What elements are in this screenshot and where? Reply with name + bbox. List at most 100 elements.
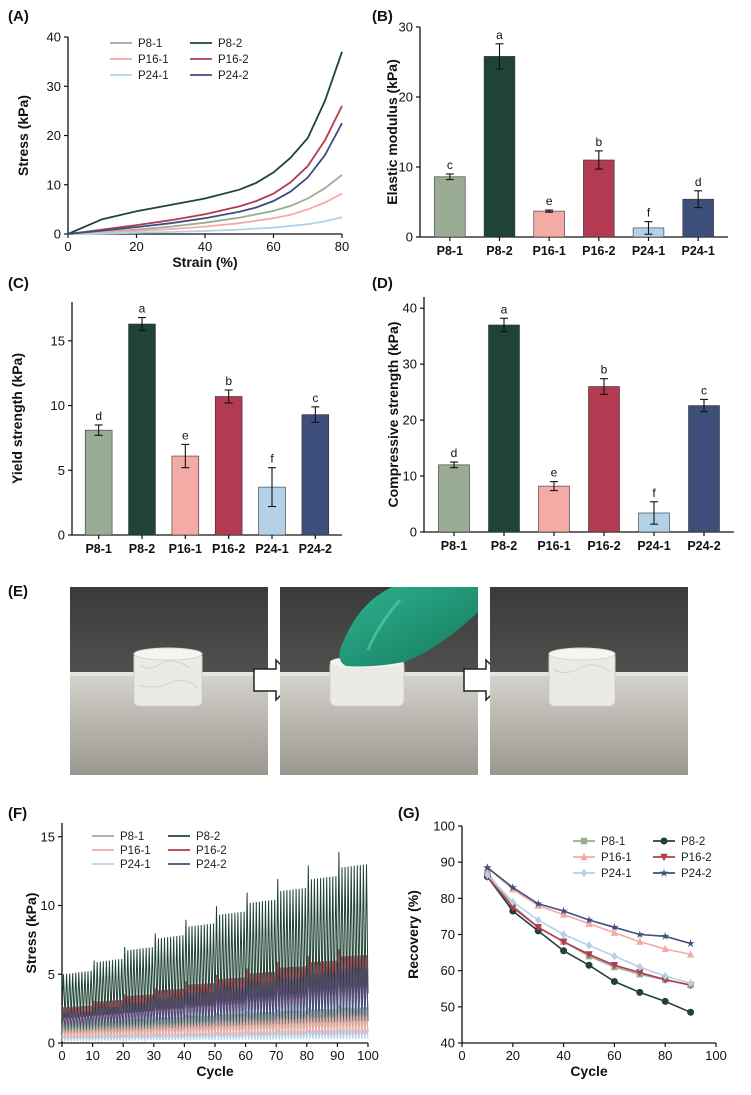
y-axis-label: Compressive strength (kPa) — [385, 322, 401, 508]
y-tick-label: 100 — [433, 819, 455, 834]
y-tick-label: 20 — [399, 90, 413, 105]
legend-label: P16-2 — [196, 845, 227, 857]
series-line-p16-1 — [67, 192, 343, 235]
significance-letter: e — [546, 194, 553, 208]
significance-letter: b — [601, 363, 608, 377]
bar-p8-1 — [438, 464, 470, 533]
category-label: P24-2 — [687, 539, 720, 553]
chart-f-cyclic-stress: 0 5 10 15 0 10 20 30 40 50 60 70 80 90 100 Cycle Stress … — [23, 823, 379, 1079]
chart-b-elastic-modulus: 0 10 20 30 Elastic modulus (kPa) c P8-1 a P8-2 e P… — [384, 20, 728, 258]
x-tick-label: 40 — [198, 239, 212, 254]
bar-p16-1 — [538, 485, 570, 533]
y-axis-label: Yield strength (kPa) — [9, 353, 25, 484]
y-tick-label: 20 — [403, 413, 417, 428]
category-label: P24-1 — [637, 539, 670, 553]
data-point-p16-2 — [636, 969, 644, 977]
data-point-p8-2 — [560, 947, 568, 955]
category-label: P8-1 — [441, 539, 467, 553]
x-tick-label: 100 — [705, 1048, 727, 1063]
y-tick-label: 40 — [47, 30, 61, 45]
y-tick-label: 10 — [399, 160, 413, 175]
data-point-p16-1 — [559, 910, 568, 918]
legend-label: P8-1 — [138, 38, 162, 50]
scaffold-cylinder — [133, 647, 203, 707]
y-tick-label: 10 — [51, 398, 65, 413]
data-point-p8-2 — [610, 978, 618, 986]
glove-finger — [339, 587, 478, 667]
y-tick-label: 0 — [54, 227, 61, 242]
x-tick-label: 0 — [458, 1048, 465, 1063]
x-tick-label: 70 — [269, 1048, 283, 1063]
photo-before — [70, 587, 268, 775]
bar-p24-2 — [688, 405, 720, 533]
bar-p16-1 — [533, 210, 565, 238]
legend-label: P8-2 — [196, 831, 220, 843]
category-label: P24-2 — [299, 542, 332, 556]
y-tick-label: 10 — [41, 898, 55, 913]
data-point-p16-2 — [534, 924, 542, 932]
y-tick-label: 50 — [441, 999, 455, 1014]
significance-letter: c — [701, 383, 707, 397]
legend-marker — [660, 837, 668, 845]
category-label: P8-2 — [486, 244, 512, 258]
axis-lines — [461, 826, 716, 1044]
y-tick-label: 15 — [51, 333, 65, 348]
chart-g-recovery: 40 50 60 70 80 90 100 0 20 40 60 80 100 Cycle Recovery… — [405, 819, 727, 1080]
series-line-p16-1 — [61, 1013, 369, 1039]
data-point-p24-1 — [535, 915, 542, 925]
legend-label: P8-1 — [120, 831, 144, 843]
photo-compressed — [280, 587, 478, 775]
data-point-p24-1 — [484, 870, 491, 880]
data-point-p24-2 — [559, 906, 568, 915]
data-point-p24-1 — [585, 941, 593, 950]
legend-label: P24-2 — [681, 868, 712, 880]
y-tick-label: 10 — [47, 177, 61, 192]
data-point-p24-2 — [661, 931, 670, 940]
y-tick-label: 5 — [48, 967, 55, 982]
panel-label-e: (E) — [8, 583, 28, 600]
data-point-p16-1 — [661, 944, 669, 953]
y-tick-label: 80 — [441, 891, 455, 906]
y-tick-label: 30 — [399, 20, 413, 35]
data-point-p16-2 — [585, 951, 593, 959]
x-tick-label: 30 — [147, 1048, 161, 1063]
data-point-p8-2 — [636, 988, 644, 996]
x-tick-label: 60 — [607, 1048, 621, 1063]
series-line-p24-1 — [61, 1028, 369, 1043]
category-label: P8-2 — [491, 539, 517, 553]
data-point-p16-2 — [509, 904, 517, 912]
x-tick-label: 60 — [238, 1048, 252, 1063]
series-line-p24-2 — [67, 122, 343, 235]
category-label: P8-1 — [85, 542, 111, 556]
legend-marker — [580, 837, 588, 845]
significance-letter: f — [647, 206, 651, 220]
x-axis-label: Cycle — [570, 1063, 608, 1079]
legend-label: P16-1 — [120, 845, 151, 857]
category-label: P16-1 — [537, 539, 570, 553]
data-point-p24-2 — [686, 939, 695, 948]
x-tick-label: 60 — [266, 239, 280, 254]
y-tick-label: 15 — [41, 829, 55, 844]
y-axis-label: Recovery (%) — [405, 890, 421, 979]
category-label: P24-1 — [632, 244, 665, 258]
significance-letter: b — [595, 135, 602, 149]
legend-label: P8-1 — [601, 836, 625, 848]
bar-p8-1 — [434, 176, 466, 238]
data-point-p24-1 — [662, 971, 669, 981]
category-label: P24-1 — [255, 542, 288, 556]
y-tick-label: 0 — [406, 230, 413, 245]
legend-marker — [580, 852, 588, 861]
x-tick-label: 50 — [208, 1048, 222, 1063]
y-tick-label: 40 — [441, 1036, 455, 1051]
legend-label: P8-2 — [681, 836, 705, 848]
data-point-p24-1 — [611, 952, 618, 961]
y-axis-label: Elastic modulus (kPa) — [384, 59, 400, 204]
bar-p8-2 — [128, 323, 156, 536]
significance-letter: d — [451, 446, 458, 460]
y-tick-label: 0 — [58, 528, 65, 543]
bar-p16-2 — [214, 396, 243, 536]
axis-lines — [67, 37, 342, 235]
data-point-p16-1 — [610, 928, 619, 936]
x-tick-label: 20 — [116, 1048, 130, 1063]
